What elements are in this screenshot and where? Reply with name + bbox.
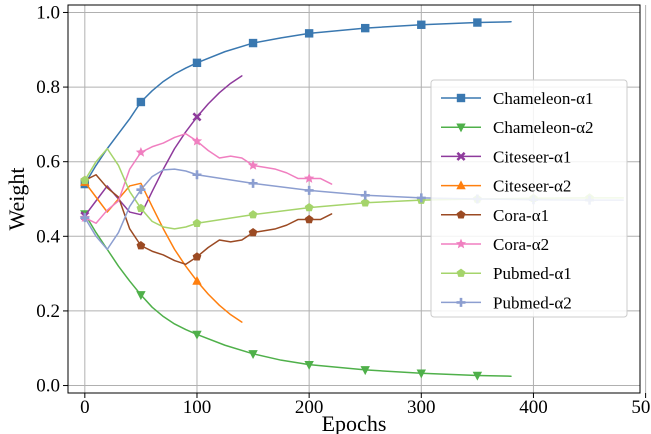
data-point-marker xyxy=(304,360,314,370)
data-point-marker xyxy=(136,185,146,195)
y-tick-label: 1.0 xyxy=(36,2,60,23)
data-point-marker xyxy=(247,160,259,170)
y-tick-label: 0.8 xyxy=(36,77,60,98)
legend-label: Citeseer-α2 xyxy=(493,177,571,196)
legend-swatch-marker xyxy=(456,297,466,307)
y-tick-label: 0.2 xyxy=(36,301,60,322)
data-point-marker xyxy=(191,135,203,146)
data-point-marker xyxy=(192,275,202,285)
data-point-marker xyxy=(360,190,370,200)
data-point-marker xyxy=(304,185,314,195)
data-point-marker xyxy=(248,38,258,48)
data-point-marker xyxy=(248,350,258,360)
data-point-marker xyxy=(304,29,314,38)
data-point-marker xyxy=(473,18,482,27)
y-tick-label: 0.6 xyxy=(36,152,60,173)
data-point-marker xyxy=(472,371,483,381)
legend-entry: Citeseer-α2 xyxy=(441,177,571,196)
data-point-marker xyxy=(136,291,146,301)
legend-swatch-marker xyxy=(456,93,466,103)
data-point-marker xyxy=(192,170,202,180)
data-point-marker xyxy=(361,23,370,33)
legend-entry: Chameleon-α2 xyxy=(441,118,594,137)
data-point-marker xyxy=(192,330,202,340)
data-point-marker xyxy=(248,227,258,237)
x-axis-label: Epochs xyxy=(322,411,387,434)
data-point-marker xyxy=(304,173,315,183)
data-point-marker xyxy=(192,112,202,122)
x-tick-label: 500 xyxy=(631,397,651,418)
series-6 xyxy=(79,132,333,224)
y-axis-label: Weight xyxy=(4,168,29,231)
legend-swatch-marker xyxy=(455,238,467,249)
legend-label: Cora-α2 xyxy=(493,235,549,254)
data-point-marker xyxy=(80,213,90,223)
data-point-marker xyxy=(248,178,258,188)
data-point-marker xyxy=(416,369,426,379)
legend-label: Cora-α1 xyxy=(493,206,549,225)
legend-entry: Pubmed-α2 xyxy=(441,293,572,312)
y-tick-label: 0.0 xyxy=(36,376,60,397)
data-point-marker xyxy=(360,198,370,207)
data-point-marker xyxy=(192,252,202,261)
legend-label: Citeseer-α1 xyxy=(493,147,571,166)
legend-label: Chameleon-α1 xyxy=(493,89,594,108)
x-tick-label: 400 xyxy=(519,397,548,418)
data-point-marker xyxy=(192,218,202,227)
data-point-marker xyxy=(416,193,426,203)
data-point-marker xyxy=(192,58,202,68)
legend-entry: Cora-α2 xyxy=(441,235,549,254)
series-line xyxy=(84,132,333,224)
legend-entry: Pubmed-α1 xyxy=(441,264,572,283)
legend: Chameleon-α1 Chameleon-α2 Citeseer-α1 Cites… xyxy=(430,79,628,318)
legend-frame xyxy=(430,79,628,318)
data-point-marker xyxy=(304,214,314,224)
legend-swatch-marker xyxy=(456,123,466,133)
data-point-marker xyxy=(135,146,147,157)
legend-swatch-marker xyxy=(456,180,466,190)
legend-swatch-marker xyxy=(456,151,466,161)
x-tick-label: 0 xyxy=(80,397,90,418)
data-point-marker xyxy=(304,202,314,212)
series-line xyxy=(84,75,243,217)
data-point-marker xyxy=(360,366,370,376)
legend-label: Pubmed-α2 xyxy=(493,293,572,312)
legend-swatch-marker xyxy=(456,268,466,277)
legend-label: Pubmed-α1 xyxy=(493,264,572,283)
legend-entry: Chameleon-α1 xyxy=(441,89,594,108)
legend-entries: Chameleon-α1 Chameleon-α2 Citeseer-α1 Cites… xyxy=(441,89,594,312)
legend-entry: Citeseer-α1 xyxy=(441,147,571,166)
plot-frame xyxy=(67,4,641,394)
data-point-marker xyxy=(248,210,258,219)
data-point-marker xyxy=(136,97,146,107)
data-point-marker xyxy=(136,241,146,250)
series-4 xyxy=(80,177,243,323)
data-point-marker xyxy=(417,20,426,29)
legend-entry: Cora-α1 xyxy=(441,206,549,225)
data-point-marker xyxy=(136,203,146,213)
y-tick-label: 0.4 xyxy=(36,226,60,247)
series-3 xyxy=(80,75,243,221)
legend-label: Chameleon-α2 xyxy=(493,118,594,137)
legend-swatch-marker xyxy=(456,210,466,219)
axis-ticks: 0 100 200 300 400 500 0.0 0.2 0.4 0.6 0.8 1.0 xyxy=(36,2,651,418)
series-line xyxy=(84,174,333,266)
x-tick-label: 200 xyxy=(295,397,324,418)
x-tick-label: 100 xyxy=(183,397,212,418)
data-point-marker xyxy=(80,175,90,185)
x-tick-label: 300 xyxy=(407,397,436,418)
